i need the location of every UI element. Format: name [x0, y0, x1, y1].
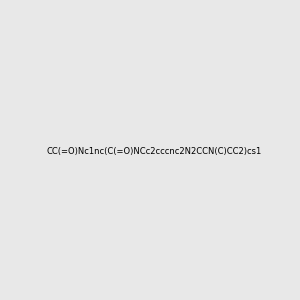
Text: CC(=O)Nc1nc(C(=O)NCc2cccnc2N2CCN(C)CC2)cs1: CC(=O)Nc1nc(C(=O)NCc2cccnc2N2CCN(C)CC2)c…: [46, 147, 261, 156]
